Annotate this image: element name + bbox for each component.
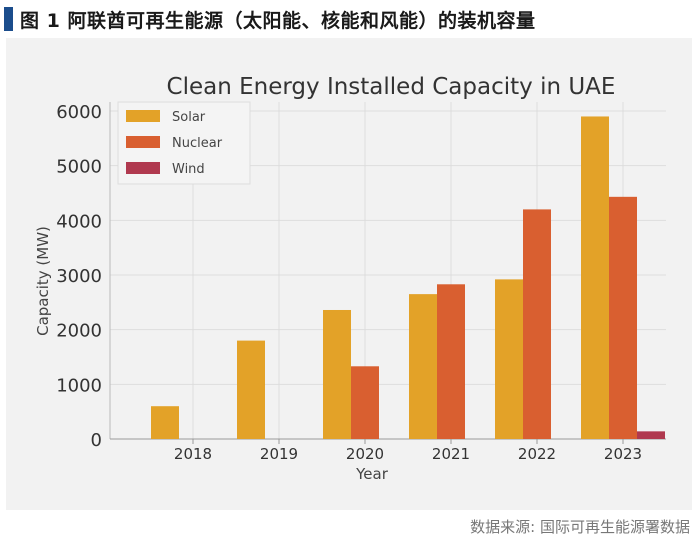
x-tick-label: 2018: [174, 445, 212, 463]
y-tick-label: 2000: [56, 321, 102, 342]
legend-label-nuclear: Nuclear: [172, 136, 223, 151]
figure-header: 图 1 阿联酋可再生能源（太阳能、核能和风能）的装机容量: [0, 4, 698, 34]
bar-solar-2021: [409, 294, 437, 439]
bar-solar-2019: [237, 340, 265, 439]
source-note: 数据来源: 国际可再生能源署数据: [470, 518, 690, 536]
x-tick-label: 2020: [346, 445, 384, 463]
bar-nuclear-2021: [437, 284, 465, 439]
chart-panel: Clean Energy Installed Capacity in UAE C…: [6, 38, 692, 510]
y-tick-label: 1000: [56, 375, 102, 396]
x-tick-label: 2021: [432, 445, 470, 463]
y-tick-label: 3000: [56, 266, 102, 287]
y-tick-label: 4000: [56, 211, 102, 232]
x-tick-labels: 2018 2019 2020 2021 2022 2023: [174, 445, 642, 463]
bar-wind-2023: [637, 431, 665, 439]
x-tick-label: 2023: [604, 445, 642, 463]
bar-nuclear-2022: [523, 209, 551, 439]
bar-chart: Clean Energy Installed Capacity in UAE C…: [34, 74, 666, 483]
bar-solar-2018: [151, 406, 179, 439]
chart-title: Clean Energy Installed Capacity in UAE: [167, 74, 616, 100]
y-tick-label: 0: [91, 430, 102, 451]
x-tick-label: 2022: [518, 445, 556, 463]
bars: [151, 116, 665, 439]
legend-swatch-wind: [126, 162, 160, 174]
legend-label-solar: Solar: [172, 110, 206, 125]
legend-swatch-solar: [126, 110, 160, 122]
bar-solar-2020: [323, 309, 351, 439]
bar-nuclear-2023: [609, 196, 637, 439]
x-axis-label: Year: [355, 465, 389, 483]
bar-nuclear-2020: [351, 366, 379, 439]
header-marker: [4, 7, 13, 31]
y-tick-label: 6000: [56, 102, 102, 123]
y-axis-label: Capacity (MW): [34, 226, 52, 336]
bar-solar-2023: [581, 116, 609, 439]
bar-solar-2022: [495, 279, 523, 439]
y-tick-label: 5000: [56, 157, 102, 178]
legend: Solar Nuclear Wind: [117, 101, 251, 185]
axes: [109, 102, 666, 444]
figure-title: 图 1 阿联酋可再生能源（太阳能、核能和风能）的装机容量: [20, 9, 536, 32]
legend-label-wind: Wind: [172, 162, 205, 177]
x-tick-label: 2019: [260, 445, 298, 463]
legend-swatch-nuclear: [126, 136, 160, 148]
y-tick-labels: 0 1000 2000 3000 4000 5000 6000: [56, 102, 102, 451]
